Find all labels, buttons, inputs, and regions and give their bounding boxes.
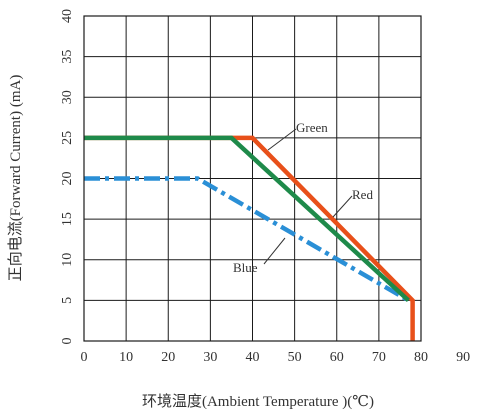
annotation-leader-red bbox=[332, 195, 353, 218]
y-tick-label: 15 bbox=[60, 212, 75, 226]
annotation-leader-blue bbox=[263, 237, 286, 265]
y-axis-title: 正向电流(Forward Current) (mA) bbox=[7, 75, 24, 282]
series-line-red bbox=[84, 135, 415, 341]
x-tick-label: 30 bbox=[203, 350, 217, 365]
x-tick-label: 90 bbox=[456, 350, 470, 365]
plot-frame bbox=[83, 15, 422, 342]
y-tick-label: 35 bbox=[60, 50, 75, 64]
y-tick-label: 0 bbox=[60, 338, 75, 345]
x-tick-label: 10 bbox=[119, 350, 133, 365]
annotations: Green Red Blue bbox=[233, 120, 373, 275]
x-tick-labels: 0102030405060708090100 bbox=[81, 350, 471, 365]
x-tick-label: 60 bbox=[330, 350, 344, 365]
grid bbox=[83, 15, 422, 342]
annotation-green: Green bbox=[296, 120, 328, 135]
y-tick-label: 30 bbox=[60, 90, 75, 104]
y-tick-label: 10 bbox=[60, 253, 75, 267]
annotation-blue: Blue bbox=[233, 260, 258, 275]
x-tick-label: 50 bbox=[288, 350, 302, 365]
y-tick-label: 25 bbox=[60, 131, 75, 145]
annotation-red: Red bbox=[352, 187, 373, 202]
x-axis-title: 环境温度(Ambient Temperature )(℃) bbox=[142, 392, 374, 410]
x-tick-label: 40 bbox=[246, 350, 260, 365]
x-tick-label: 0 bbox=[81, 350, 88, 365]
y-tick-label: 5 bbox=[60, 297, 75, 304]
x-tick-label: 80 bbox=[414, 350, 428, 365]
y-tick-label: 40 bbox=[60, 9, 75, 23]
y-tick-labels: 0 5 10 15 20 25 30 35 40 bbox=[60, 9, 75, 345]
series-line-blue bbox=[84, 176, 410, 303]
x-tick-label: 20 bbox=[161, 350, 175, 365]
y-tick-label: 20 bbox=[60, 172, 75, 186]
series-lines bbox=[84, 135, 415, 341]
annotation-leader-green bbox=[267, 128, 297, 151]
x-tick-label: 70 bbox=[372, 350, 386, 365]
series-line-green bbox=[84, 135, 410, 303]
plot-border bbox=[83, 15, 422, 342]
